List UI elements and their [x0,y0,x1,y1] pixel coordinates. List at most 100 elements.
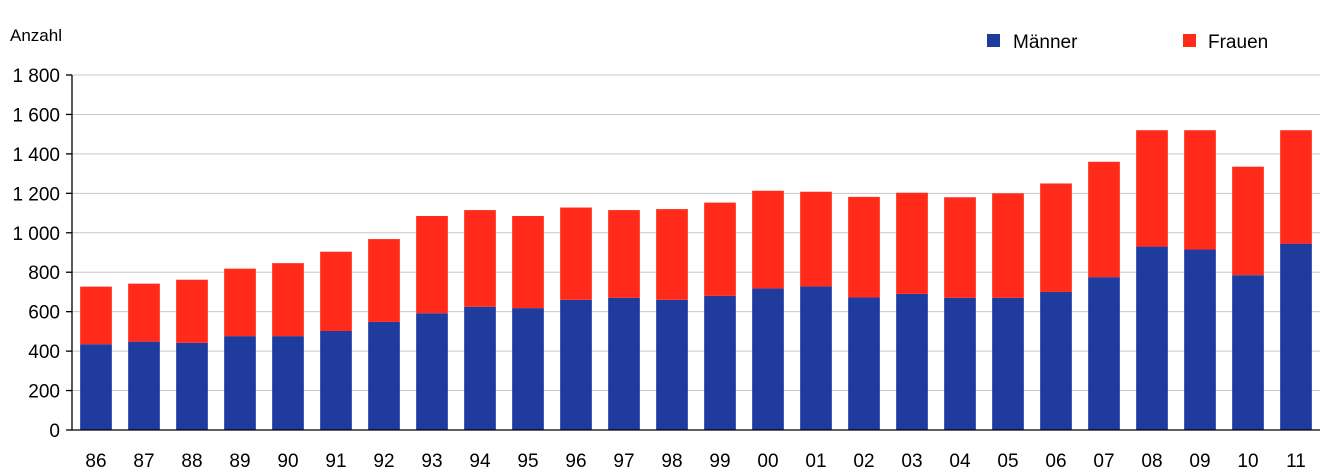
bar-segment-maenner-06 [1040,291,1072,430]
bar-segment-maenner-90 [272,336,304,430]
bar-segment-frauen-05 [992,193,1024,298]
bar-segment-frauen-00 [752,190,784,289]
bar-segment-maenner-89 [224,336,256,430]
bar-segment-maenner-04 [944,297,976,430]
bar-segment-maenner-03 [896,293,928,430]
bar-segment-maenner-11 [1280,243,1312,430]
y-tick-label: 1 000 [12,224,60,245]
bar-segment-frauen-93 [416,216,448,314]
bar-segment-frauen-07 [1088,161,1120,278]
bar-segment-maenner-86 [80,344,112,430]
bar-segment-frauen-91 [320,251,352,331]
x-tick-label: 89 [229,451,250,470]
bar-segment-frauen-88 [176,279,208,343]
x-tick-label: 00 [757,451,778,470]
x-tick-label: 10 [1237,451,1258,470]
x-tick-label: 87 [133,451,154,470]
x-tick-label: 93 [421,451,442,470]
bar-segment-frauen-92 [368,239,400,322]
y-tick-label: 400 [28,342,60,363]
bars [80,130,1312,430]
bar-segment-maenner-10 [1232,275,1264,430]
bar-segment-maenner-91 [320,330,352,430]
x-tick-label: 94 [469,451,491,470]
bar-segment-frauen-01 [800,191,832,287]
y-tick-label: 800 [28,263,60,284]
bar-segment-frauen-06 [1040,183,1072,292]
x-tick-label: 95 [517,451,538,470]
legend-item-frauen: Frauen [1183,32,1268,53]
y-tick-label: 0 [49,421,60,442]
bar-segment-frauen-87 [128,283,160,342]
bar-segment-maenner-88 [176,342,208,430]
x-tick-label: 06 [1045,451,1066,470]
y-tick-label: 1 600 [12,105,60,126]
bar-segment-maenner-92 [368,321,400,430]
legend-label-frauen: Frauen [1208,32,1268,53]
legend: Männer Frauen [987,32,1268,53]
bar-segment-maenner-95 [512,308,544,430]
bar-segment-maenner-05 [992,297,1024,430]
x-tick-label: 97 [613,451,634,470]
bar-segment-maenner-94 [464,306,496,430]
x-tick-label: 91 [325,451,346,470]
bar-segment-maenner-99 [704,295,736,430]
x-tick-label: 86 [85,451,106,470]
bar-segment-frauen-11 [1280,130,1312,244]
bar-segment-frauen-09 [1184,130,1216,250]
bar-segment-maenner-00 [752,288,784,430]
y-tick-label: 200 [28,382,60,403]
x-tick-label: 96 [565,451,586,470]
bar-segment-frauen-08 [1136,130,1168,247]
bar-segment-maenner-93 [416,313,448,430]
grid-lines [72,74,1320,392]
x-tick-label: 90 [277,451,298,470]
x-tick-label: 03 [901,451,922,470]
y-tick-label: 1 800 [12,66,60,87]
x-tick-label: 08 [1141,451,1162,470]
bar-segment-frauen-97 [608,210,640,298]
bar-segment-frauen-04 [944,197,976,298]
bar-segment-frauen-94 [464,210,496,307]
bar-segment-frauen-89 [224,268,256,337]
y-tick-label: 1 200 [12,184,60,205]
legend-label-maenner: Männer [1013,32,1078,53]
bar-segment-frauen-95 [512,216,544,309]
x-tick-label: 01 [805,451,826,470]
x-tick-label: 07 [1093,451,1114,470]
x-tick-label: 99 [709,451,730,470]
x-tick-label: 92 [373,451,394,470]
y-axis-title: Anzahl [10,26,62,45]
bar-segment-frauen-02 [848,196,880,298]
x-tick-labels: 86 87 88 89 90 91 92 93 94 95 96 97 98 99 00 01 02 03 04 05… [85,451,1305,470]
bar-segment-maenner-02 [848,297,880,430]
bar-segment-maenner-98 [656,299,688,430]
x-tick-label: 88 [181,451,202,470]
y-tick-label: 1 400 [12,145,60,166]
y-tick-label: 600 [28,303,60,324]
bar-segment-maenner-01 [800,286,832,430]
bar-segment-frauen-03 [896,192,928,294]
bar-segment-frauen-90 [272,263,304,337]
y-tick-labels: 0 200 400 600 800 1 000 1 200 1 400 1 600 1 800 [12,66,72,442]
bar-segment-maenner-07 [1088,277,1120,430]
bar-segment-frauen-98 [656,209,688,300]
x-tick-label: 02 [853,451,874,470]
x-tick-label: 04 [949,451,971,470]
bar-segment-frauen-99 [704,202,736,296]
x-tick-label: 09 [1189,451,1210,470]
legend-swatch-maenner [987,34,1000,47]
bar-segment-maenner-09 [1184,249,1216,430]
x-tick-label: 11 [1286,451,1306,470]
bar-segment-maenner-96 [560,299,592,430]
bar-segment-frauen-96 [560,207,592,300]
x-tick-label: 05 [997,451,1018,470]
bar-segment-frauen-86 [80,286,112,345]
bar-segment-frauen-10 [1232,166,1264,276]
x-tick-label: 98 [661,451,682,470]
legend-item-maenner: Männer [987,32,1078,53]
bar-segment-maenner-97 [608,297,640,430]
bar-segment-maenner-87 [128,341,160,430]
legend-swatch-frauen [1183,34,1196,47]
